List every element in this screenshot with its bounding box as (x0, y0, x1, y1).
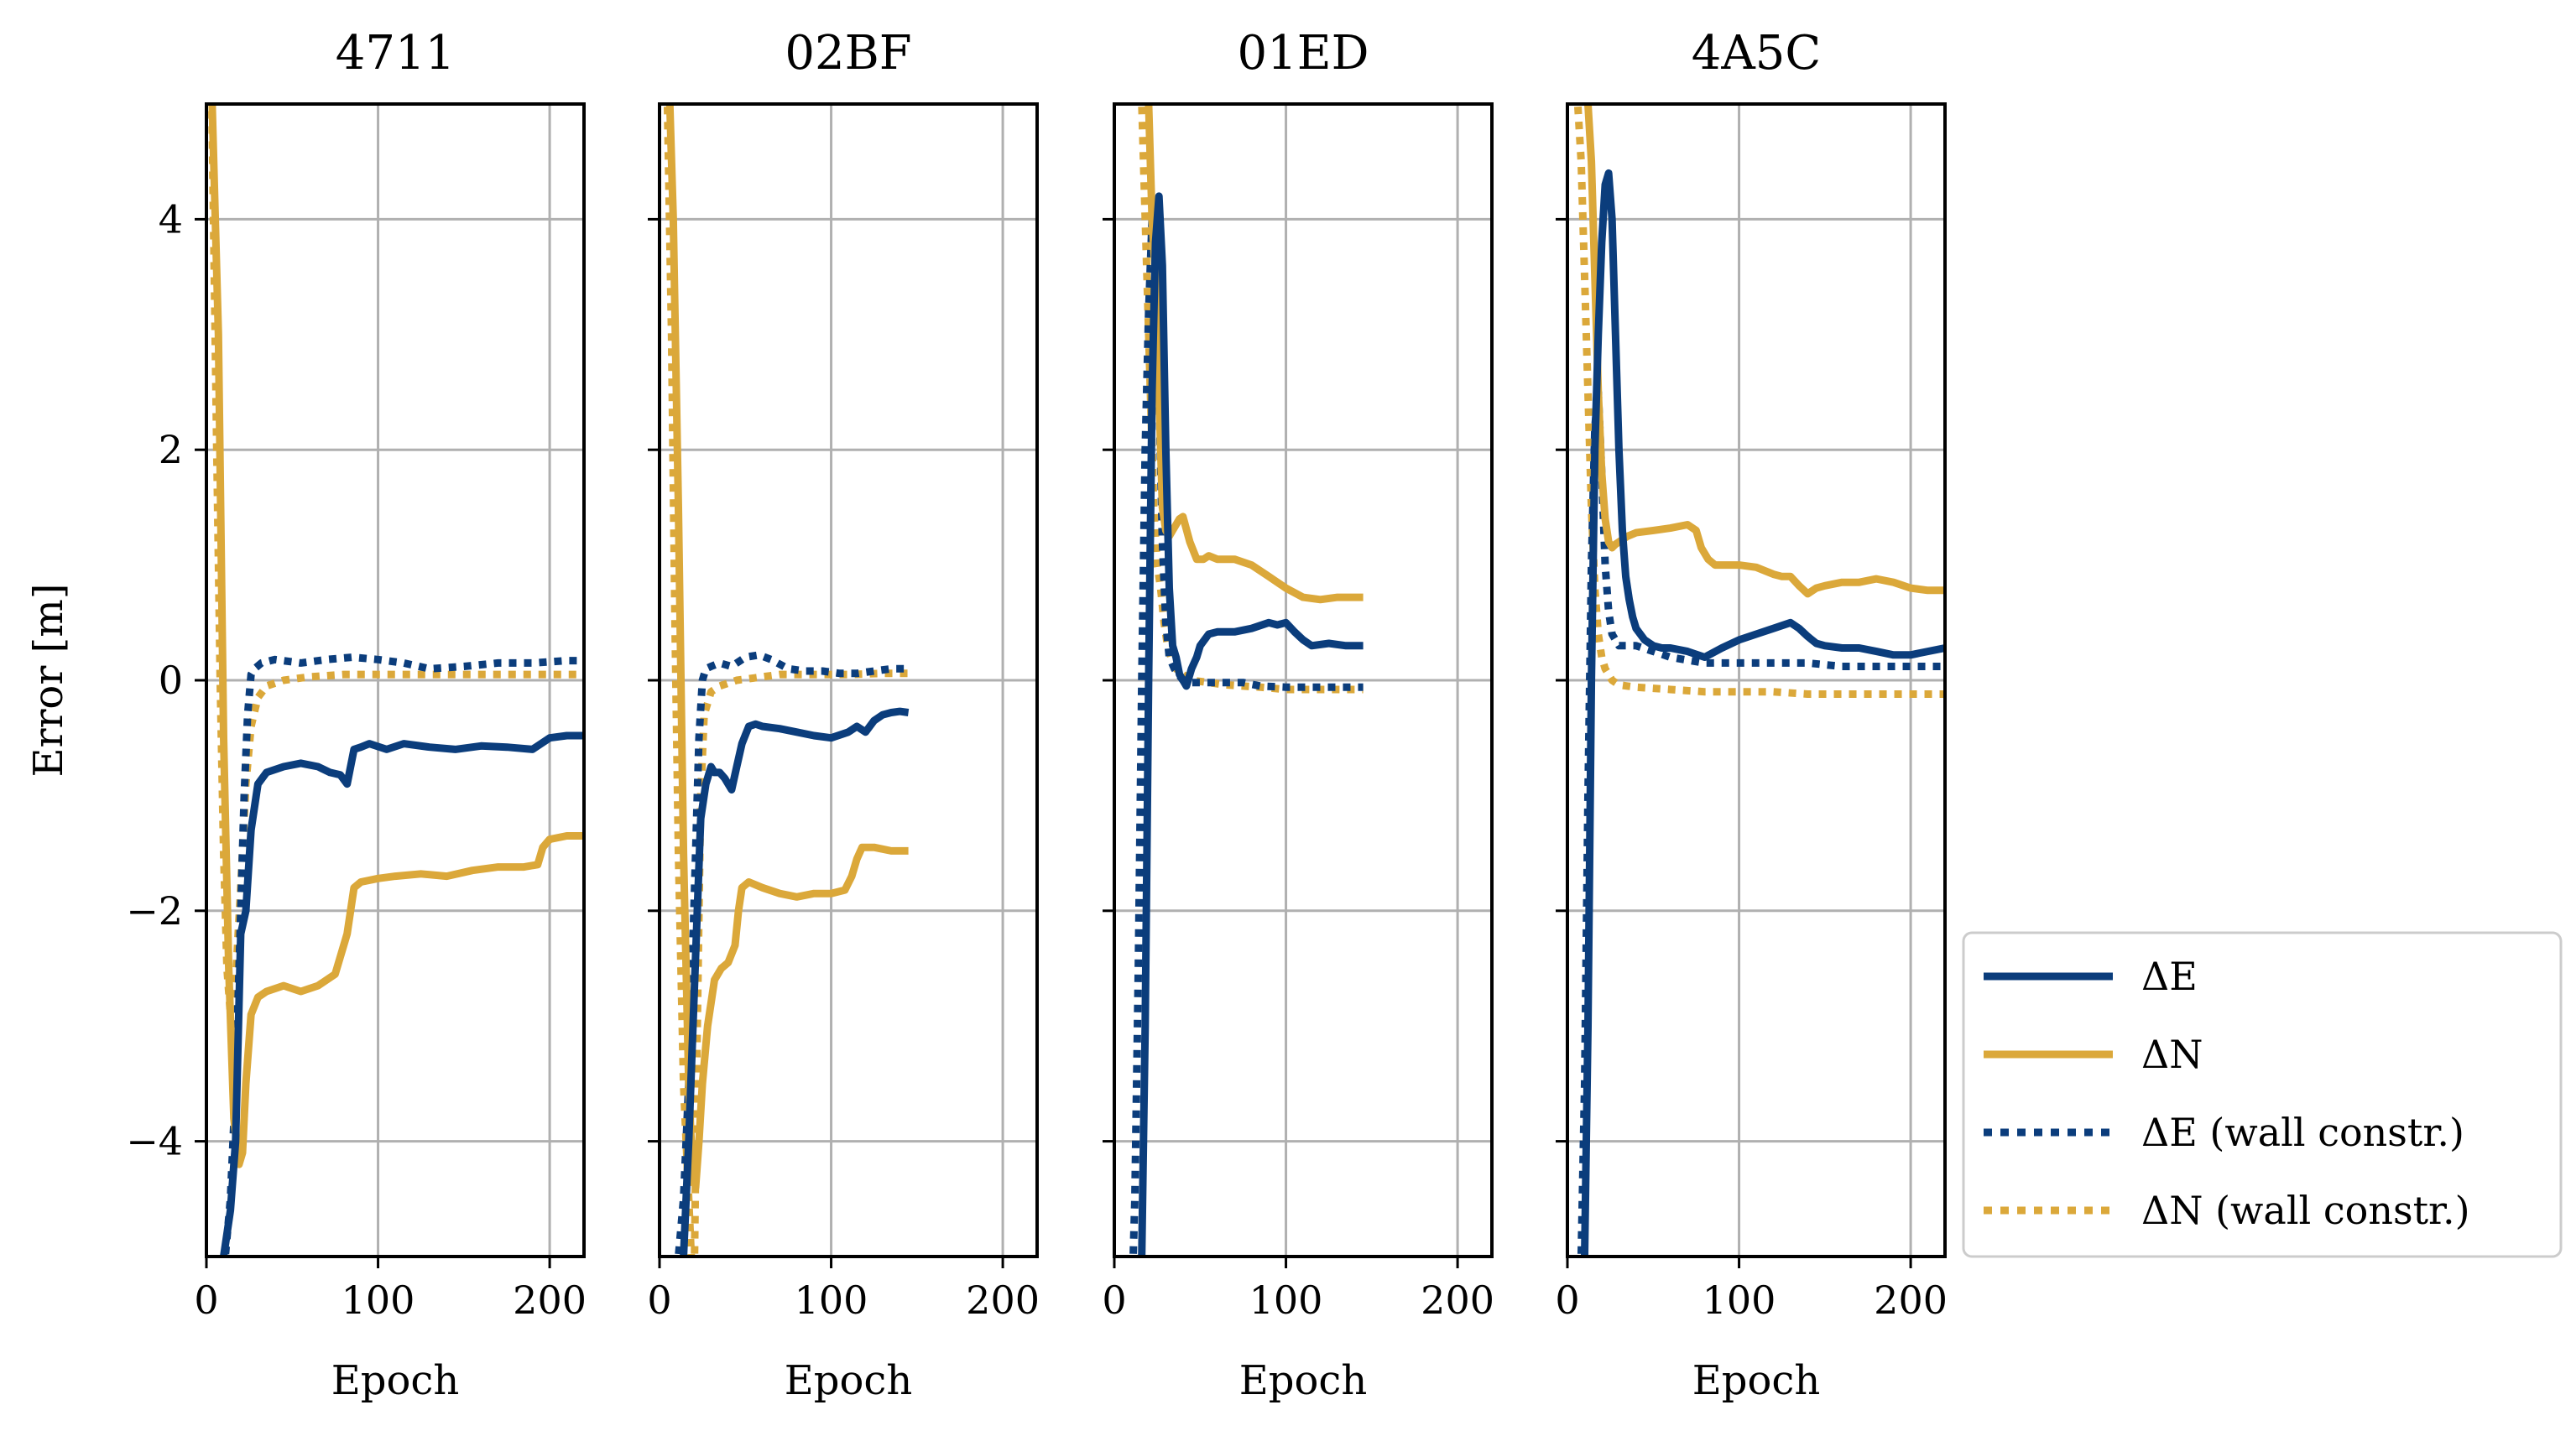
series-dN_wall (1573, 104, 1945, 698)
series-dE_wall (1129, 215, 1364, 1257)
x-tick-label: 200 (513, 1277, 587, 1323)
series-dE (1580, 169, 1945, 1257)
panel-4711: 4711 0 100 200 Epoch −4 −2 0 2 4 (126, 26, 587, 1404)
x-axis-label: Epoch (1239, 1357, 1367, 1404)
y-tick-label: −4 (126, 1119, 183, 1164)
legend-label-dE_wall: ΔE (wall constr.) (2141, 1110, 2464, 1155)
legend-label-dN_wall: ΔN (wall constr.) (2141, 1188, 2470, 1233)
x-axis-label: Epoch (785, 1357, 912, 1404)
x-tick-label: 100 (795, 1277, 868, 1323)
series-dN (1583, 104, 1945, 598)
x-axis-label: Epoch (1692, 1357, 1820, 1404)
panel-title: 01ED (1237, 26, 1369, 81)
x-tick-label: 200 (966, 1277, 1040, 1323)
series-group (663, 104, 910, 1257)
series-dN_wall (663, 104, 909, 1257)
series-group (1573, 104, 1945, 1257)
x-tick-label: 0 (1102, 1277, 1126, 1323)
series-dE_wall (1577, 388, 1945, 1257)
series-dE (1138, 192, 1364, 1257)
series-group (1129, 104, 1364, 1257)
panel-02BF: 02BF 0 100 200 Epoch (647, 26, 1040, 1404)
legend: ΔE ΔN ΔE (wall constr.) ΔN (wall constr.) (1962, 931, 2563, 1258)
panel-title: 4A5C (1692, 26, 1822, 81)
legend-label-dN: ΔN (2141, 1032, 2203, 1077)
x-tick-label: 100 (342, 1277, 415, 1323)
panel-01ED: 01ED 0 100 200 Epoch (1102, 26, 1494, 1404)
panel-title: 4711 (336, 26, 456, 81)
x-tick-label: 200 (1874, 1277, 1948, 1323)
x-tick-label: 100 (1703, 1277, 1776, 1323)
y-tick-label: 4 (159, 196, 183, 242)
series-dN (208, 104, 584, 1168)
x-tick-label: 0 (194, 1277, 218, 1323)
y-tick-label: 2 (159, 427, 183, 472)
legend-label-dE: ΔE (2141, 954, 2198, 999)
x-tick-label: 100 (1249, 1277, 1323, 1323)
series-dN_wall (1138, 104, 1364, 694)
y-tick-label: −2 (126, 888, 183, 934)
series-dE (680, 707, 910, 1257)
series-group (207, 104, 584, 1257)
x-axis-label: Epoch (331, 1357, 459, 1404)
panel-title: 02BF (785, 26, 911, 81)
legend-box (1962, 931, 2563, 1258)
panel-4A5C: 4A5C 0 100 200 Epoch (1555, 26, 1948, 1404)
x-tick-label: 0 (647, 1277, 671, 1323)
series-dN (1145, 104, 1364, 604)
y-axis-label: Error [m] (25, 584, 72, 778)
x-tick-label: 200 (1421, 1277, 1494, 1323)
x-tick-label: 0 (1555, 1277, 1579, 1323)
series-dE_wall (674, 651, 909, 1257)
series-dE (219, 731, 584, 1257)
series-dN_wall (207, 104, 584, 1018)
y-tick-label: 0 (159, 658, 183, 703)
series-dN (665, 104, 909, 1192)
